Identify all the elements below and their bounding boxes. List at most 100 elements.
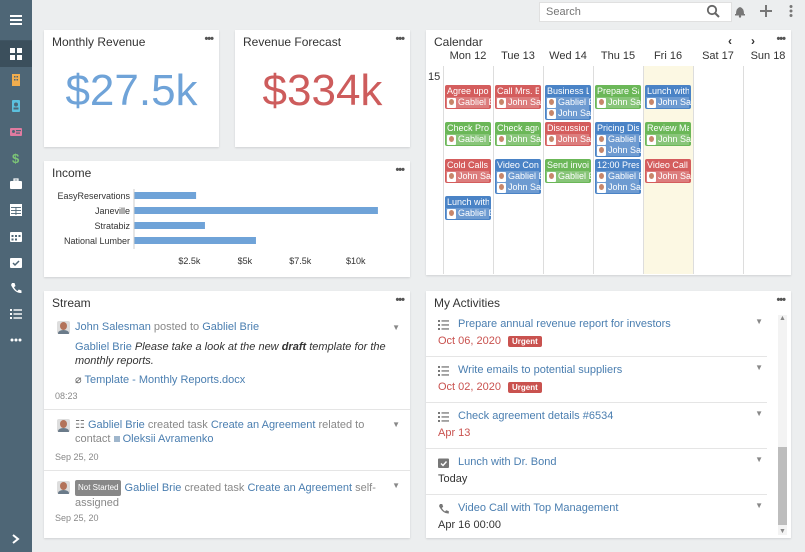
- chevron-down-icon[interactable]: ▼: [392, 420, 400, 429]
- calendar-event[interactable]: Check PropGabliel Brie: [445, 122, 491, 146]
- calendar-day-column[interactable]: [443, 66, 493, 274]
- search-icon[interactable]: [706, 4, 720, 18]
- mention-link[interactable]: Gabliel Brie: [75, 341, 132, 353]
- income-chart: EasyReservations Janeville Stratabiz Nation…: [57, 189, 378, 266]
- calendar-day-header[interactable]: Mon 12: [449, 50, 487, 62]
- calendar-day-column[interactable]: [693, 66, 743, 274]
- activity-item[interactable]: Prepare annual revenue report for invest…: [426, 311, 767, 357]
- calendar-day-column[interactable]: [543, 66, 593, 274]
- plus-icon[interactable]: [759, 4, 773, 18]
- calendar-day-header[interactable]: Wed 14: [549, 50, 587, 62]
- chevron-down-icon[interactable]: ▼: [755, 455, 763, 464]
- activity-title[interactable]: Check agreement details #6534: [458, 410, 614, 422]
- calendar-day-header[interactable]: Thu 15: [600, 50, 636, 62]
- activity-title[interactable]: Video Call with Top Management: [458, 502, 619, 514]
- sidebar-item-building[interactable]: [0, 67, 32, 93]
- scroll-up-icon[interactable]: ▲: [779, 315, 786, 322]
- target-link[interactable]: Gabliel Brie: [202, 321, 260, 333]
- bell-icon[interactable]: [733, 4, 747, 18]
- activities-scrollbar[interactable]: ▲ ▼: [778, 315, 787, 535]
- author-link[interactable]: Gabliel Brie: [87, 419, 145, 431]
- chevron-down-icon[interactable]: ▼: [755, 409, 763, 418]
- sidebar-item-more[interactable]: [0, 327, 32, 353]
- activity-item[interactable]: Video Call with Top Management Apr 16 00:…: [426, 495, 767, 538]
- attachment-link[interactable]: Template - Monthly Reports.docx: [84, 374, 246, 386]
- menu-toggle[interactable]: [0, 0, 32, 41]
- panel-menu-button[interactable]: •••: [776, 33, 786, 45]
- task-link[interactable]: Create an Agreement: [210, 419, 316, 431]
- sidebar-item-dashboard[interactable]: [0, 41, 32, 67]
- scroll-down-icon[interactable]: ▼: [779, 528, 786, 535]
- chevron-down-icon[interactable]: ▼: [755, 317, 763, 326]
- panel-menu-button[interactable]: •••: [776, 294, 786, 306]
- event-user-name: Gabliel Brie: [608, 171, 641, 181]
- attachment[interactable]: ⌀ Template - Monthly Reports.docx: [75, 373, 245, 386]
- sidebar-item-id-card[interactable]: [0, 119, 32, 145]
- chevron-down-icon[interactable]: ▼: [755, 501, 763, 510]
- calendar-day-column[interactable]: [493, 66, 543, 274]
- panel-menu-button[interactable]: •••: [395, 164, 405, 176]
- author-link[interactable]: John Salesman: [75, 321, 151, 333]
- panel-menu-button[interactable]: •••: [395, 294, 405, 306]
- sidebar-item-tasks[interactable]: [0, 301, 32, 327]
- urgent-badge: Urgent: [508, 336, 542, 347]
- panel-menu-button[interactable]: •••: [395, 33, 405, 45]
- event-title: Agree upon: [447, 86, 489, 96]
- calendar-day-header[interactable]: Sun 18: [750, 50, 786, 62]
- activity-item[interactable]: Check agreement details #6534 Apr 13 ▼: [426, 403, 767, 449]
- stream-item: ☷ Gabliel Brie created task Create an Ag…: [44, 410, 410, 471]
- calendar-day-column[interactable]: [593, 66, 643, 274]
- activity-title[interactable]: Write emails to potential suppliers: [458, 364, 623, 376]
- sidebar-item-calendar-check[interactable]: [0, 249, 32, 275]
- calendar-day-header[interactable]: Fri 16: [653, 50, 683, 62]
- income-bar[interactable]: [134, 192, 197, 199]
- activity-item[interactable]: Lunch with Dr. Bond Today ▼: [426, 449, 767, 495]
- chevron-down-icon[interactable]: ▼: [392, 323, 400, 332]
- activities-panel: My Activities ••• Prepare annual revenue…: [426, 291, 791, 538]
- calendar-next-button[interactable]: ›: [751, 34, 755, 48]
- income-bar[interactable]: [134, 222, 205, 229]
- svg-text:$: $: [12, 152, 20, 164]
- sidebar-expand-button[interactable]: [0, 526, 32, 552]
- chevron-down-icon[interactable]: ▼: [755, 363, 763, 372]
- sidebar-item-calendar[interactable]: [0, 223, 32, 249]
- sidebar-item-phone[interactable]: [0, 275, 32, 301]
- activity-title[interactable]: Lunch with Dr. Bond: [458, 456, 557, 468]
- contact-link[interactable]: Oleksii Avramenko: [122, 433, 214, 445]
- income-bar[interactable]: [134, 207, 378, 214]
- scroll-thumb[interactable]: [778, 447, 787, 525]
- calendar-prev-button[interactable]: ‹: [728, 34, 732, 48]
- chevron-right-icon: [12, 534, 20, 544]
- income-bar[interactable]: [134, 237, 256, 244]
- calendar-day-header[interactable]: Sat 17: [702, 50, 734, 62]
- chevron-down-icon[interactable]: ▼: [392, 481, 400, 490]
- calendar-day-header[interactable]: Tue 13: [501, 50, 535, 62]
- activity-title[interactable]: Prepare annual revenue report for invest…: [458, 318, 671, 330]
- sidebar-item-contact[interactable]: [0, 93, 32, 119]
- sidebar-item-table[interactable]: [0, 197, 32, 223]
- task-link[interactable]: Create an Agreement: [247, 482, 353, 494]
- sidebar-item-briefcase[interactable]: [0, 171, 32, 197]
- more-icon[interactable]: [784, 4, 798, 18]
- panel-menu-button[interactable]: •••: [204, 33, 214, 45]
- search-input[interactable]: [539, 2, 732, 22]
- author-link[interactable]: Gabliel Brie: [124, 482, 182, 494]
- calendar-day-column[interactable]: [743, 66, 793, 274]
- activity-item[interactable]: Write emails to potential suppliers Oct 0…: [426, 357, 767, 403]
- sidebar-item-dollar[interactable]: $: [0, 145, 32, 171]
